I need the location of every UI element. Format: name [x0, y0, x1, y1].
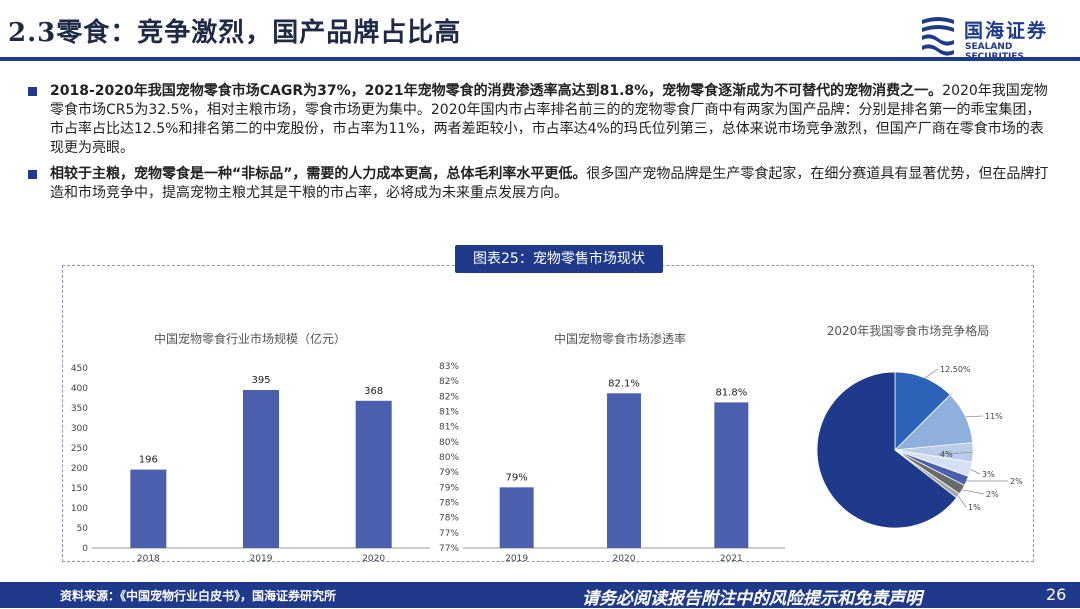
bullet-square-icon	[28, 87, 37, 96]
figure-label: 图表25：宠物零售市场现状	[455, 245, 663, 273]
footer-disclaimer: 请务必阅读报告附注中的风险提示和免责声明	[582, 584, 922, 609]
bullet-list: 2018-2020年我国宠物零食市场CAGR为37%，2021年宠物零食的消费渗…	[28, 82, 1050, 210]
bullet-square-icon	[28, 170, 37, 179]
bullet-item: 2018-2020年我国宠物零食市场CAGR为37%，2021年宠物零食的消费渗…	[28, 82, 1050, 158]
bullet-bold-text: 相较于主粮，宠物零食是一种“非标品”，需要的人力成本更高，总体毛利率水平更低。	[50, 166, 586, 182]
logo-icon	[918, 14, 958, 56]
bullet-item: 相较于主粮，宠物零食是一种“非标品”，需要的人力成本更高，总体毛利率水平更低。很…	[28, 165, 1050, 203]
figure-frame	[62, 265, 1034, 562]
bullet-bold-text: 2018-2020年我国宠物零食市场CAGR为37%，2021年宠物零食的消费渗…	[50, 83, 942, 99]
logo-name: 国海证券	[964, 16, 1048, 43]
footer-source: 资料来源：《中国宠物行业白皮书》，国海证券研究所	[60, 587, 336, 604]
footer-bar: 资料来源：《中国宠物行业白皮书》，国海证券研究所 请务必阅读报告附注中的风险提示…	[0, 582, 1080, 608]
company-logo: 国海证券 SEALAND SECURITIES	[918, 14, 1073, 58]
page-number: 26	[1046, 585, 1066, 604]
logo-english-name: SEALAND SECURITIES	[965, 42, 1073, 62]
page-title: 2.3零食：竞争激烈，国产品牌占比高	[8, 12, 461, 49]
